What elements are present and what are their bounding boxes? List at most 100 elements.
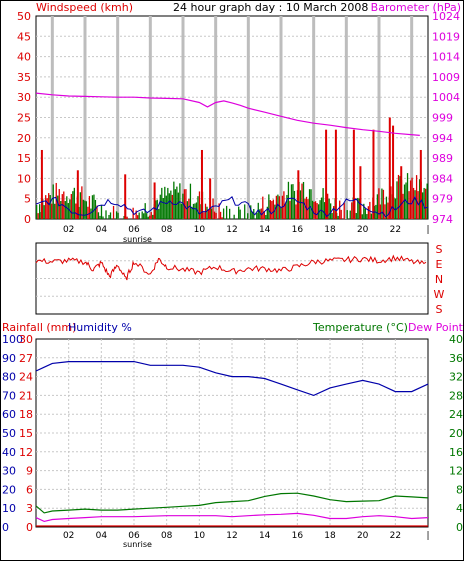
x-tick-label: 06 (128, 225, 140, 235)
wind-bar (238, 207, 239, 219)
wind-bar (185, 189, 186, 219)
wind-tick-label: 20 (17, 132, 31, 145)
wind-bar (69, 199, 70, 219)
gust-spike-bar (124, 174, 126, 219)
x-tick-label: 20 (357, 225, 369, 235)
wind-bar (404, 185, 405, 219)
x-tick-label: 14 (259, 531, 271, 541)
x-tick-label: 18 (324, 531, 336, 541)
wind-bar (303, 182, 304, 219)
x-tick-label: 22 (390, 225, 401, 235)
wind-bar (351, 202, 352, 219)
temp-tick-label: 16 (449, 446, 463, 459)
wind-bar (105, 210, 106, 219)
wind-bar (256, 213, 257, 219)
x-tick-label: 16 (292, 531, 304, 541)
wind-bar (54, 204, 55, 219)
wind-bar (74, 188, 75, 219)
baro-tick-label: 994 (432, 132, 453, 145)
gust-spike-bar (392, 126, 394, 219)
wind-bar (101, 205, 102, 219)
wind-bar (212, 199, 213, 219)
wind-bar (90, 209, 91, 219)
rain-tick-label: 6 (26, 483, 33, 496)
wind-bar (188, 199, 189, 219)
wind-bar (98, 212, 99, 219)
rain-tick-label: 21 (19, 389, 33, 402)
wind-bar (36, 205, 37, 219)
wind-bar (268, 194, 269, 219)
wind-bar (60, 201, 61, 219)
wind-bar (214, 212, 215, 219)
wind-bar (310, 189, 311, 219)
rain-tick-label: 3 (26, 502, 33, 515)
wind-bar (223, 208, 224, 219)
baro-tick-label: 1004 (432, 91, 460, 104)
wind-bar (407, 173, 408, 219)
x-tick-label: | (426, 531, 429, 541)
baro-tick-label: 1019 (432, 30, 460, 43)
wind-bar (176, 187, 177, 219)
wind-bar (83, 200, 84, 219)
direction-axis-label: S (436, 243, 443, 256)
wind-bar (332, 213, 333, 219)
wind-bar (387, 203, 388, 219)
humidity-tick-label: 60 (2, 408, 16, 421)
wind-bar (152, 215, 153, 219)
wind-bar (350, 211, 351, 219)
wind-bar (240, 210, 241, 219)
wind-bar (229, 209, 230, 219)
temp-tick-label: 0 (456, 521, 463, 534)
wind-bar (377, 194, 378, 219)
wind-bar (182, 194, 183, 219)
wind-bar (117, 213, 118, 219)
wind-bar (259, 209, 260, 219)
wind-bar (87, 207, 88, 219)
humidity-tick-label: 80 (2, 371, 16, 384)
wind-bar (413, 188, 414, 219)
gust-spike-bar (209, 178, 211, 219)
wind-bar (93, 195, 94, 219)
chart-title: 24 hour graph day : 10 March 2008 (173, 1, 368, 14)
x-tick-label: 04 (96, 225, 108, 235)
wind-bar (328, 199, 329, 219)
wind-bar (380, 204, 381, 219)
wind-bar (365, 209, 366, 219)
wind-bar (322, 188, 323, 219)
temp-tick-label: 12 (449, 465, 463, 478)
baro-tick-label: 989 (432, 152, 453, 165)
wind-bar (38, 213, 39, 219)
wind-bar (301, 184, 302, 219)
wind-bar (206, 207, 207, 219)
wind-bar (65, 201, 66, 219)
wind-bar (309, 189, 310, 219)
rain-tick-label: 15 (19, 427, 33, 440)
wind-bar (341, 210, 342, 219)
wind-bar (51, 204, 52, 219)
wind-bar (226, 206, 227, 219)
wind-bar (279, 196, 280, 219)
humidity-axis-title: Humidity % (68, 321, 132, 334)
wind-bar (280, 207, 281, 219)
wind-bar (288, 182, 289, 219)
wind-bar (304, 199, 305, 219)
temp-tick-label: 20 (449, 427, 463, 440)
wind-bar (244, 204, 245, 219)
wind-bar (102, 216, 103, 219)
sunrise-label-2: sunrise (123, 540, 152, 549)
wind-bar (215, 213, 216, 219)
wind-bar (423, 188, 424, 219)
x-tick-label: 18 (324, 225, 336, 235)
wind-bar (339, 201, 340, 219)
gust-spike-bar (400, 166, 402, 219)
wind-bar (48, 193, 49, 219)
wind-bar (113, 206, 114, 219)
temp-tick-label: 4 (456, 502, 463, 515)
temp-tick-label: 32 (449, 371, 463, 384)
wind-bar (149, 216, 150, 219)
wind-bar (44, 205, 45, 219)
x-tick-label: 12 (226, 225, 237, 235)
